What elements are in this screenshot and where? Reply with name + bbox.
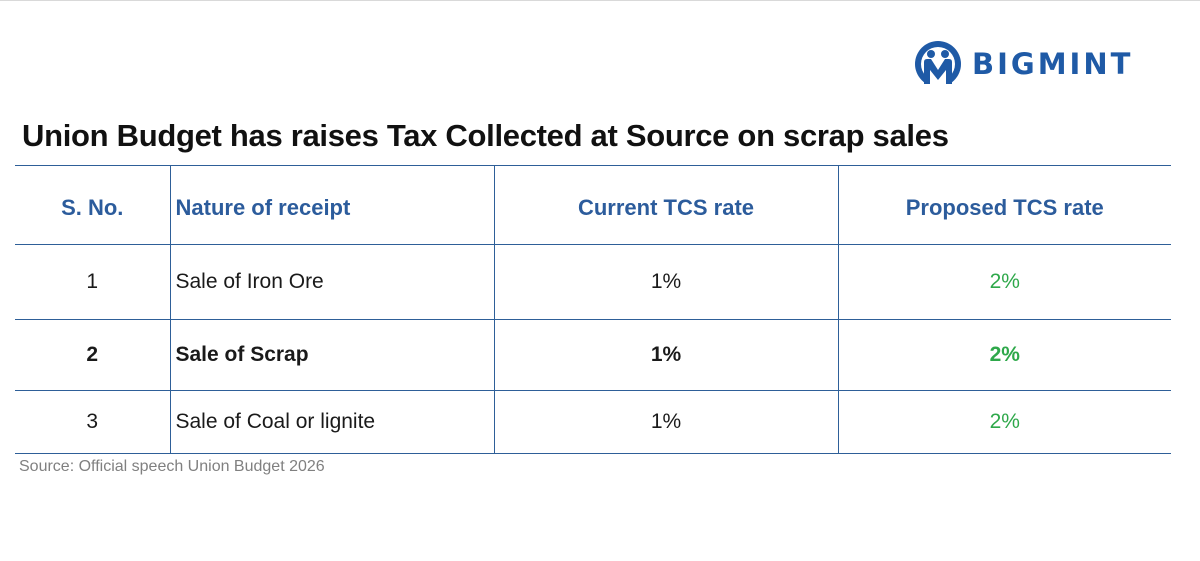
table-row: 2 Sale of Scrap 1% 2% <box>15 319 1171 391</box>
row-nature: Sale of Scrap <box>169 319 494 391</box>
brand-logo: BIGMINT <box>914 40 1133 88</box>
top-divider <box>0 0 1200 1</box>
page-title: Union Budget has raises Tax Collected at… <box>22 118 949 153</box>
row-current-rate: 1% <box>493 390 838 454</box>
header-sno: S. No. <box>15 165 170 245</box>
row-proposed-rate: 2% <box>837 244 1171 320</box>
brand-name: BIGMINT <box>972 47 1134 81</box>
row-sno: 3 <box>15 390 170 454</box>
row-current-rate: 1% <box>493 319 838 391</box>
tcs-rate-table: S. No. Nature of receipt Current TCS rat… <box>15 165 1171 454</box>
table-row: 1 Sale of Iron Ore 1% 2% <box>15 244 1171 320</box>
table-header-row: S. No. Nature of receipt Current TCS rat… <box>15 165 1171 245</box>
header-current-rate: Current TCS rate <box>493 165 838 245</box>
row-proposed-rate: 2% <box>837 319 1171 391</box>
source-note: Source: Official speech Union Budget 202… <box>19 458 325 475</box>
row-sno: 2 <box>15 319 170 391</box>
row-nature: Sale of Iron Ore <box>169 244 494 320</box>
header-proposed-rate: Proposed TCS rate <box>837 165 1171 245</box>
row-proposed-rate: 2% <box>837 390 1171 454</box>
row-current-rate: 1% <box>493 244 838 320</box>
row-nature: Sale of Coal or lignite <box>169 390 494 454</box>
bigmint-logo-icon <box>915 41 961 88</box>
row-sno: 1 <box>15 244 170 320</box>
header-nature: Nature of receipt <box>169 165 494 245</box>
table-row: 3 Sale of Coal or lignite 1% 2% <box>15 390 1171 454</box>
